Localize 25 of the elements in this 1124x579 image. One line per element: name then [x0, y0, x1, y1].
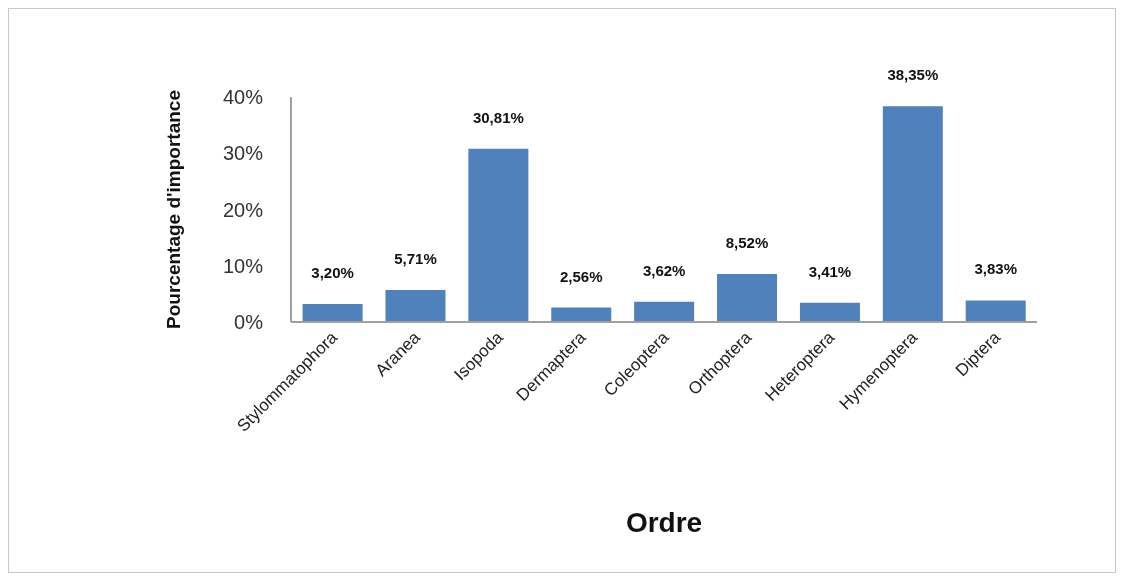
bar	[717, 274, 778, 322]
bar	[302, 304, 363, 322]
data-label: 5,71%	[394, 249, 437, 267]
bar	[799, 302, 860, 322]
y-axis-title: Pourcentage d'importance	[162, 90, 184, 329]
bar	[882, 106, 943, 322]
bar	[551, 307, 612, 322]
bar	[385, 289, 446, 322]
data-label: 38,35%	[887, 66, 939, 84]
y-tick-label: 40%	[222, 86, 264, 109]
data-label: 3,62%	[642, 261, 686, 279]
data-label: 3,83%	[974, 260, 1017, 278]
bar	[468, 148, 529, 322]
data-label: 3,20%	[311, 264, 354, 281]
x-axis-title: Ordre	[625, 507, 703, 538]
y-tick-label: 20%	[222, 198, 264, 221]
y-tick-label: 30%	[222, 142, 264, 165]
data-label: 30,81%	[472, 108, 524, 126]
data-label: 2,56%	[560, 267, 603, 285]
y-tick-label: 0%	[234, 311, 264, 334]
data-label: 8,52%	[725, 234, 769, 252]
bar	[634, 301, 695, 322]
data-label: 3,41%	[808, 262, 852, 280]
bar	[965, 300, 1026, 322]
y-tick-label: 10%	[222, 254, 264, 277]
